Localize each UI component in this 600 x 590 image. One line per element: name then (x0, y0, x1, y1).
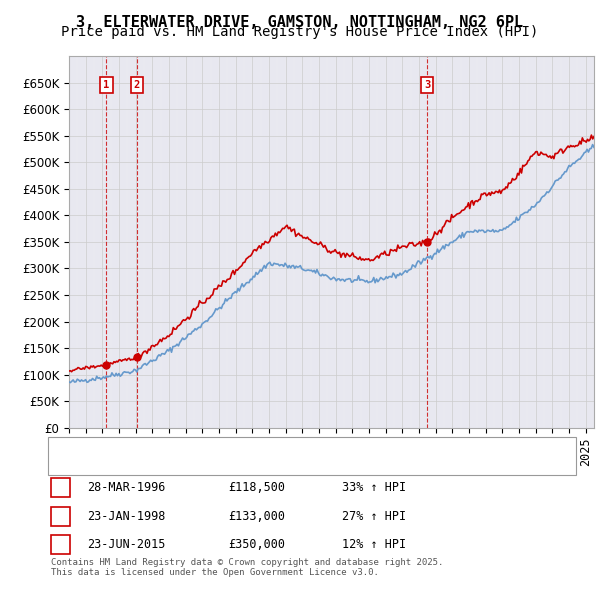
Text: HPI: Average price, detached house, Rushcliffe: HPI: Average price, detached house, Rush… (96, 459, 407, 469)
Text: 33% ↑ HPI: 33% ↑ HPI (342, 481, 406, 494)
Text: 1: 1 (57, 483, 64, 493)
Text: 27% ↑ HPI: 27% ↑ HPI (342, 510, 406, 523)
Text: Contains HM Land Registry data © Crown copyright and database right 2025.
This d: Contains HM Land Registry data © Crown c… (51, 558, 443, 577)
Text: Price paid vs. HM Land Registry's House Price Index (HPI): Price paid vs. HM Land Registry's House … (61, 25, 539, 39)
Text: 1: 1 (103, 80, 109, 90)
Text: £133,000: £133,000 (228, 510, 285, 523)
Text: 28-MAR-1996: 28-MAR-1996 (87, 481, 166, 494)
Text: 3: 3 (424, 80, 430, 90)
Text: 3: 3 (57, 540, 64, 549)
Text: 23-JAN-1998: 23-JAN-1998 (87, 510, 166, 523)
Text: £350,000: £350,000 (228, 538, 285, 551)
Text: 2: 2 (57, 512, 64, 521)
Text: 3, ELTERWATER DRIVE, GAMSTON, NOTTINGHAM, NG2 6PL: 3, ELTERWATER DRIVE, GAMSTON, NOTTINGHAM… (76, 15, 524, 30)
Text: 12% ↑ HPI: 12% ↑ HPI (342, 538, 406, 551)
Text: 2: 2 (134, 80, 140, 90)
Text: 3, ELTERWATER DRIVE, GAMSTON, NOTTINGHAM, NG2 6PL (detached house): 3, ELTERWATER DRIVE, GAMSTON, NOTTINGHAM… (96, 442, 542, 453)
Text: 23-JUN-2015: 23-JUN-2015 (87, 538, 166, 551)
Text: £118,500: £118,500 (228, 481, 285, 494)
